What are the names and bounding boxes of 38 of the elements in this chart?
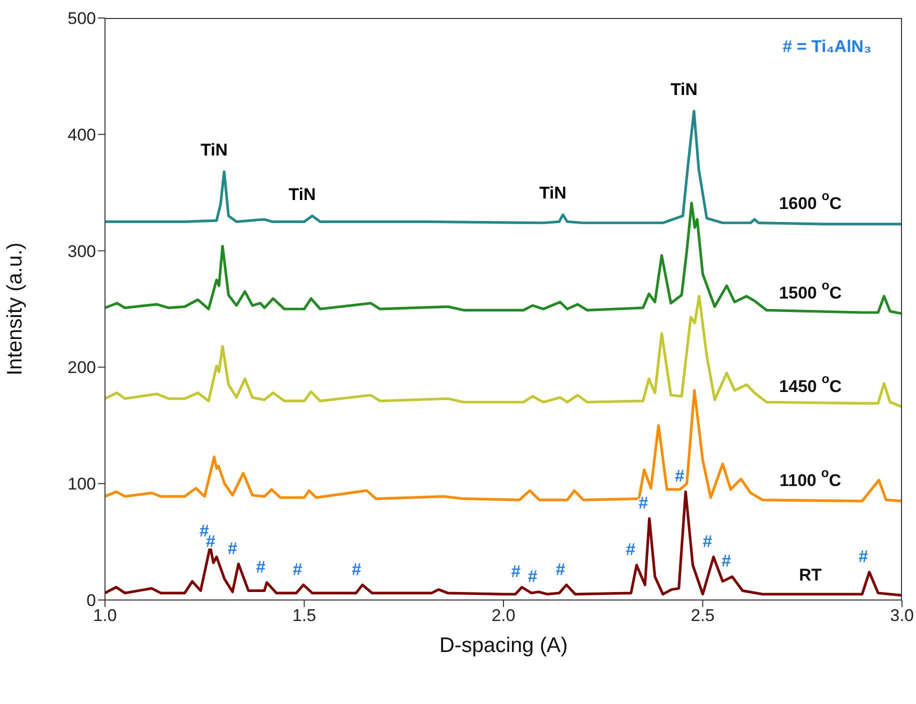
x-tick-label: 3.0 — [890, 606, 914, 626]
series-label: RT — [799, 564, 822, 584]
y-tick-label: 300 — [68, 242, 96, 261]
y-tick-label: 100 — [68, 474, 96, 494]
annotation: # = Ti₄AlN₃ — [782, 36, 872, 56]
annotation: TiN — [288, 184, 316, 204]
series-label: 1600 $^{o}$C — [779, 188, 842, 213]
line-series — [105, 490, 902, 597]
y-axis-title: Intensity (a.u.) — [3, 242, 26, 376]
annotation: # — [722, 551, 732, 570]
annotation: # — [511, 562, 522, 581]
x-tick-label: 2.5 — [690, 606, 715, 626]
annotation: # — [228, 538, 238, 558]
y-tick-label: 200 — [68, 358, 96, 378]
annotation: # — [292, 559, 303, 578]
annotation: # — [858, 546, 869, 566]
y-tick-label: 400 — [68, 125, 96, 144]
x-tick-label: 1.0 — [93, 606, 117, 626]
annotation: # — [256, 557, 266, 576]
annotation: # — [556, 559, 566, 578]
annotation: TiN — [670, 80, 698, 99]
x-tick-label: 1.5 — [292, 606, 316, 626]
series-label: 1500 $^{o}$C — [779, 278, 842, 302]
annotation: TiN — [539, 183, 566, 202]
y-tick-label: 500 — [68, 9, 96, 28]
series-label: 1100 $^{o}$C — [780, 465, 842, 490]
y-tick-label: 0 — [86, 591, 96, 610]
x-axis-title: D-spacing (A) — [439, 634, 568, 657]
annotation: # — [352, 559, 362, 578]
annotation: # — [702, 531, 713, 550]
annotation: # — [674, 466, 685, 486]
x-tick-label: 2.0 — [492, 606, 516, 626]
annotation: # — [626, 540, 636, 559]
line-series — [105, 110, 902, 226]
annotation: # — [528, 566, 538, 586]
series-label: 1450 $^{o}$C — [779, 370, 842, 396]
annotation: # — [638, 493, 649, 512]
annotation: TiN — [200, 140, 228, 160]
